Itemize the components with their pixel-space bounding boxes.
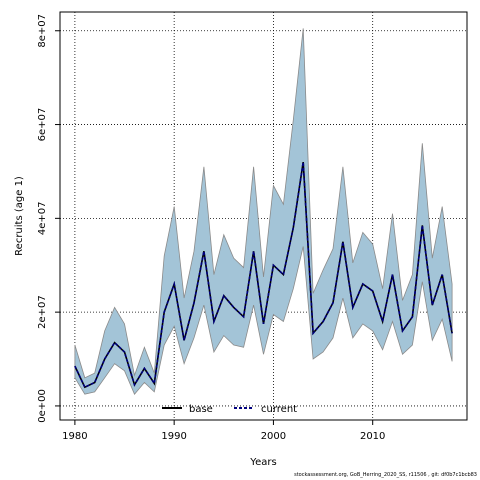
x-tick-label-2010: 2010 [360, 431, 385, 442]
legend: base current [162, 404, 297, 415]
series-line-current [74, 161, 453, 389]
legend-base-label: base [189, 404, 213, 415]
y-axis: 0e+00 2e+07 4e+07 6e+07 8e+07 [37, 14, 60, 423]
y-tick-label-0: 0e+00 [37, 389, 48, 423]
y-axis-title: Recruits (age 1) [14, 176, 25, 256]
confidence-band [74, 28, 453, 395]
y-tick-label-1: 2e+07 [37, 295, 48, 329]
plot-frame [59, 11, 468, 421]
x-axis-title: Years [249, 457, 276, 468]
x-tick-label-1980: 1980 [62, 431, 87, 442]
series-lines [74, 161, 453, 389]
y-tick-label-3: 6e+07 [37, 108, 48, 142]
legend-current-label: current [261, 404, 297, 415]
x-tick-label-1990: 1990 [161, 431, 186, 442]
x-tick-label-2000: 2000 [261, 431, 286, 442]
y-tick-label-4: 8e+07 [37, 14, 48, 48]
confidence-band-area [74, 28, 453, 395]
x-axis: 1980 1990 2000 2010 [62, 420, 385, 442]
y-tick-label-2: 4e+07 [37, 201, 48, 235]
footer-credit: stockassessment.org, GoB_Herring_2020_SS… [294, 472, 477, 478]
